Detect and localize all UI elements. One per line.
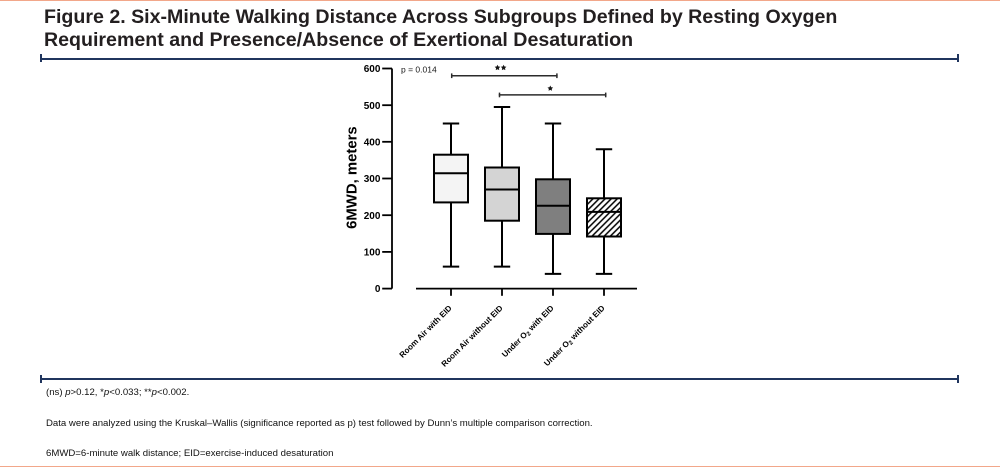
svg-text:300: 300 — [364, 174, 381, 185]
svg-text:200: 200 — [364, 211, 381, 222]
svg-text:Room Air with EID: Room Air with EID — [398, 304, 454, 360]
svg-text:100: 100 — [364, 248, 381, 259]
svg-text:Under O2 with EID: Under O2 with EID — [500, 304, 557, 361]
svg-text:600: 600 — [364, 64, 381, 75]
svg-text:6MWD, meters: 6MWD, meters — [345, 126, 361, 229]
svg-text:0: 0 — [375, 284, 381, 295]
svg-text:400: 400 — [364, 138, 381, 149]
svg-text:p = 0.014: p = 0.014 — [401, 64, 437, 74]
svg-text:500: 500 — [364, 101, 381, 112]
